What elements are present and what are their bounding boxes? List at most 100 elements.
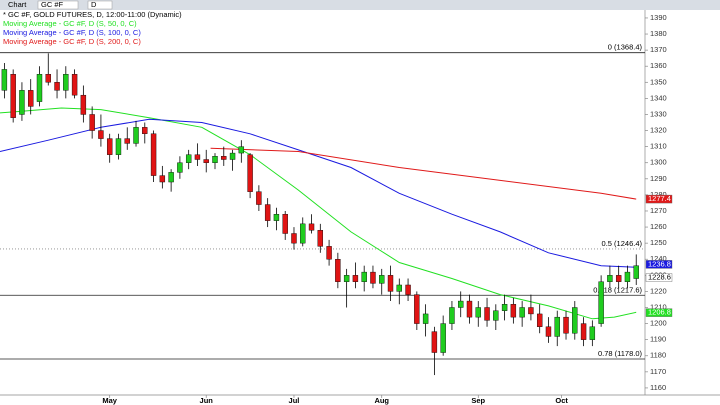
toolbar-symbol[interactable]: GC #F: [41, 0, 64, 9]
candle-body: [203, 159, 209, 163]
candle-body: [335, 259, 341, 282]
level-label: 0.78 (1178.0): [598, 349, 643, 358]
candle-body: [589, 326, 596, 340]
candle-body: [379, 275, 385, 284]
candle-body: [63, 74, 69, 91]
candle-body: [282, 213, 288, 234]
candle-body: [106, 138, 113, 155]
x-tick-label: Sep: [471, 396, 485, 405]
candle-body: [142, 127, 148, 134]
candle-body: [580, 323, 587, 340]
candle-body: [168, 172, 174, 183]
y-tick-label: 1160: [650, 383, 666, 392]
price-tag: [645, 260, 673, 269]
price-tag-label: 1277.4: [648, 194, 671, 203]
price-tag: [645, 308, 673, 317]
moving-average: [210, 147, 637, 200]
price-tag-label: 1228.6: [648, 273, 671, 282]
y-tick-label: 1330: [650, 109, 667, 118]
y-tick-label: 1310: [650, 142, 667, 151]
x-tick-label: Oct: [555, 396, 568, 405]
legend-entry: Moving Average - GC #F, D (S, 50, 0, C): [3, 19, 137, 28]
candle-body: [247, 154, 253, 192]
candle-body: [98, 130, 104, 139]
candle-body: [493, 310, 499, 321]
candle-body: [80, 94, 87, 115]
level-label: 0.618 (1217.6): [593, 285, 642, 294]
candle-body: [124, 138, 130, 144]
symbol-box[interactable]: [37, 0, 79, 10]
y-tick-label: 1240: [650, 254, 667, 263]
x-tick-label: Jun: [200, 396, 214, 405]
candle-body: [536, 313, 543, 327]
candle-body: [422, 313, 429, 324]
y-tick-label: 1220: [650, 286, 667, 295]
x-tick-label: Jul: [289, 396, 300, 405]
toolbar-interval[interactable]: D: [91, 0, 97, 9]
moving-average: [0, 118, 637, 268]
candle-body: [387, 275, 394, 292]
legend-entry: Moving Average - GC #F, D (S, 100, 0, C): [3, 28, 141, 37]
candle-body: [300, 223, 306, 244]
y-tick-label: 1250: [650, 238, 667, 247]
candle-body: [89, 114, 95, 131]
y-tick-label: 1360: [650, 61, 667, 70]
candle-body: [45, 74, 51, 83]
candle-body: [440, 323, 446, 353]
candle-body: [519, 307, 525, 318]
candle-body: [396, 284, 402, 292]
x-tick-label: May: [102, 396, 117, 405]
candle-body: [221, 156, 227, 160]
candle-body: [466, 300, 473, 318]
candle-body: [28, 90, 34, 107]
candle-body: [185, 154, 192, 163]
candle-body: [572, 307, 578, 334]
toolbar-tab[interactable]: Chart: [8, 0, 27, 9]
interval-box[interactable]: [87, 0, 113, 10]
candle-body: [273, 213, 280, 221]
y-tick-label: 1290: [650, 174, 667, 183]
candle-body: [326, 246, 332, 260]
candle-body: [264, 204, 271, 221]
candle-body: [229, 152, 236, 160]
candle-body: [1, 69, 8, 91]
candle-body: [150, 133, 157, 176]
candle-body: [501, 304, 508, 311]
candle-body: [405, 284, 411, 295]
candle-body: [194, 154, 201, 160]
y-tick-label: 1270: [650, 206, 667, 215]
y-tick-label: 1320: [650, 126, 667, 135]
y-tick-label: 1210: [650, 302, 667, 311]
candle-body: [343, 275, 350, 282]
price-tag-label: 1236.8: [648, 259, 671, 268]
y-tick-label: 1280: [650, 190, 667, 199]
legend-entry: Moving Average - GC #F, D (S, 200, 0, C): [3, 37, 141, 46]
x-tick-label: Aug: [374, 396, 389, 405]
candle-body: [615, 275, 622, 282]
candle-body: [133, 127, 139, 144]
candle-body: [598, 281, 604, 324]
level-label: 0 (1368.4): [608, 43, 643, 52]
toolbar: [0, 0, 720, 10]
y-tick-label: 1370: [650, 45, 667, 54]
candle-body: [212, 156, 218, 163]
candle-body: [554, 316, 560, 337]
candle-body: [607, 275, 613, 282]
candle-body: [545, 326, 552, 337]
y-tick-label: 1390: [650, 13, 667, 22]
price-tag-label: 1206.8: [648, 308, 671, 317]
candle-body: [449, 307, 455, 324]
candle-body: [291, 233, 297, 244]
candle-body: [370, 271, 376, 284]
y-tick-label: 1190: [650, 335, 666, 344]
candle-body: [71, 74, 78, 96]
candle-body: [317, 230, 324, 247]
candle-body: [159, 175, 166, 183]
candle-body: [10, 74, 16, 118]
price-tag: [645, 194, 673, 204]
y-tick-label: 1180: [650, 351, 666, 360]
y-tick-label: 1350: [650, 77, 667, 86]
candle-body: [361, 271, 367, 282]
candle-body: [624, 271, 631, 282]
candle-body: [563, 316, 569, 334]
